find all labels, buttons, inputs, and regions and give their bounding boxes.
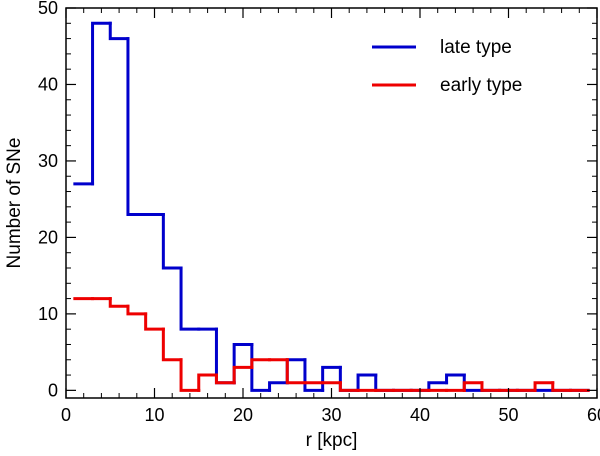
y-tick-label: 50 bbox=[38, 0, 58, 18]
legend-label: early type bbox=[440, 75, 522, 96]
histogram-bin bbox=[338, 365, 360, 392]
y-tick-label: 0 bbox=[48, 380, 58, 400]
histogram-bin bbox=[161, 327, 183, 362]
x-tick-label: 60 bbox=[587, 405, 600, 425]
histogram-bin bbox=[285, 358, 307, 385]
x-tick-label: 20 bbox=[233, 405, 253, 425]
histogram-bin bbox=[232, 365, 254, 385]
histogram-bin bbox=[374, 373, 395, 392]
histogram-bin bbox=[551, 381, 572, 392]
series-early-type bbox=[73, 297, 590, 392]
histogram-bin bbox=[285, 358, 307, 385]
tick-layer: 0 10 20 30 40 50 60 0 10 20 30 40 50 bbox=[38, 0, 600, 425]
histogram-bin bbox=[108, 21, 130, 41]
histogram-bin bbox=[91, 21, 112, 186]
histogram-bin bbox=[303, 358, 325, 392]
histogram-bin bbox=[232, 342, 254, 385]
histogram-bin bbox=[214, 327, 236, 385]
legend-label: late type bbox=[440, 37, 512, 58]
histogram-bin bbox=[214, 373, 236, 385]
x-tick-label: 50 bbox=[498, 405, 518, 425]
histogram-bin bbox=[427, 381, 449, 392]
x-axis-label: r [kpc] bbox=[306, 430, 358, 451]
x-tick-label: 10 bbox=[144, 405, 164, 425]
histogram-bin bbox=[161, 212, 183, 270]
histogram-bin bbox=[533, 381, 555, 392]
x-tick-label: 30 bbox=[321, 405, 341, 425]
y-tick-label: 20 bbox=[38, 227, 58, 247]
histogram-bin bbox=[445, 373, 466, 385]
x-tick-label: 40 bbox=[410, 405, 430, 425]
y-axis-label: Number of SNe bbox=[4, 138, 25, 269]
histogram-bin bbox=[480, 381, 502, 392]
histogram-bin bbox=[356, 373, 378, 392]
plot-frame bbox=[65, 7, 598, 399]
histogram-bin bbox=[108, 297, 130, 308]
histogram-bin bbox=[126, 304, 148, 316]
histogram-bin bbox=[197, 373, 218, 392]
histogram-bin bbox=[268, 381, 289, 392]
histogram-bin bbox=[250, 342, 272, 392]
histogram-bin bbox=[321, 365, 342, 392]
histogram-bin bbox=[338, 381, 360, 392]
series-layer bbox=[73, 21, 590, 392]
x-tick-label: 0 bbox=[61, 405, 71, 425]
histogram-bin bbox=[144, 312, 165, 331]
y-tick-label: 30 bbox=[38, 151, 58, 171]
histogram-bin bbox=[462, 381, 484, 392]
histogram-bin bbox=[179, 266, 201, 331]
histogram-bin bbox=[179, 358, 201, 392]
legend: late type early type bbox=[372, 37, 522, 96]
y-tick-label: 10 bbox=[38, 304, 58, 324]
histogram-bin bbox=[250, 358, 272, 369]
histogram-bin bbox=[126, 37, 148, 216]
y-tick-label: 40 bbox=[38, 74, 58, 94]
